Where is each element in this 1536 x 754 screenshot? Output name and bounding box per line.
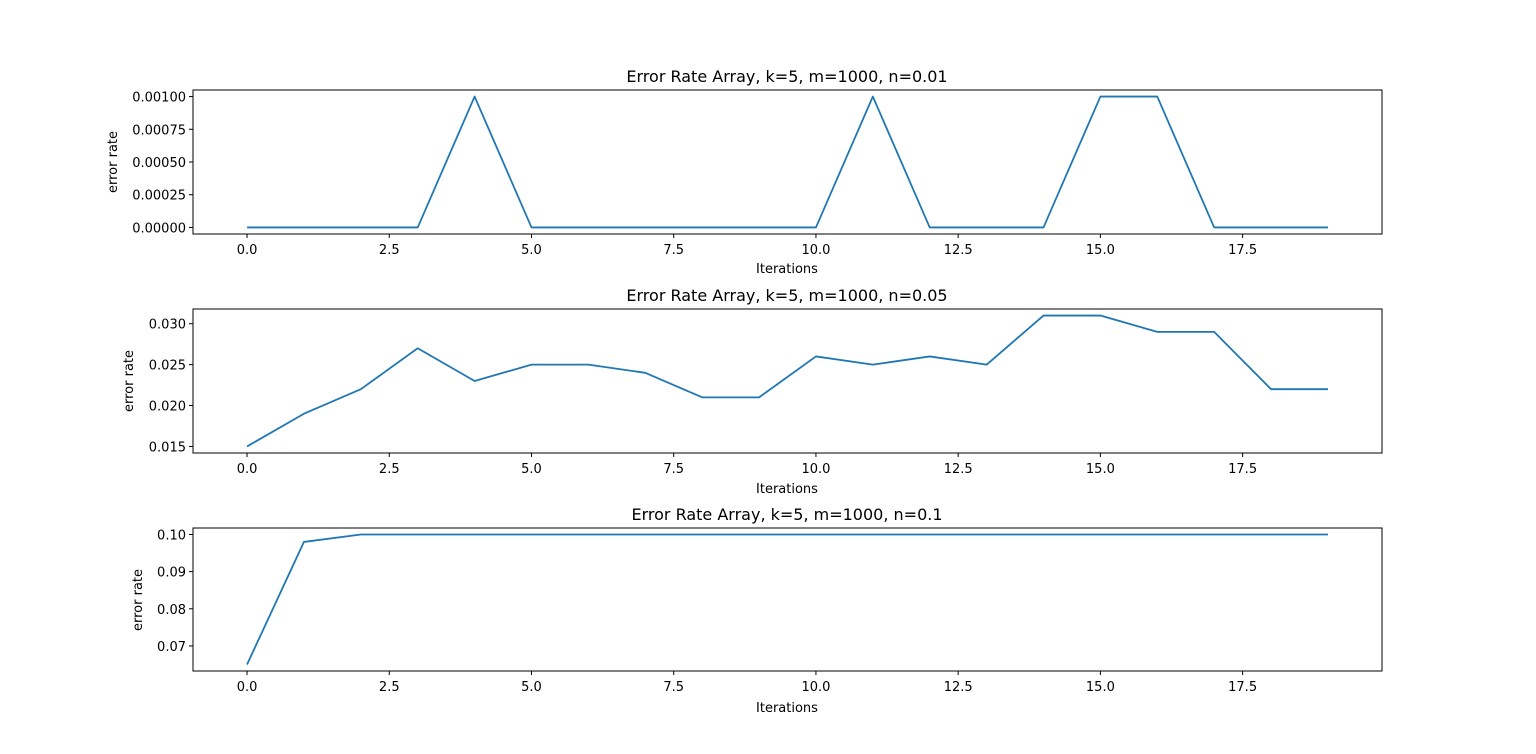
subplot-2-xtick-label-5: 12.5: [944, 462, 973, 477]
subplot-2-xtick-label-2: 5.0: [521, 462, 542, 477]
subplot-3: Error Rate Array, k=5, m=1000, n=0.1 0.0…: [131, 505, 1383, 716]
subplot-2-title: Error Rate Array, k=5, m=1000, n=0.05: [626, 286, 947, 305]
subplot-3-axes-frame: [192, 527, 1383, 672]
subplot-2: Error Rate Array, k=5, m=1000, n=0.05 0.…: [122, 286, 1383, 497]
subplot-1-xlabel: Iterations: [756, 262, 818, 277]
subplot-3-plot-area: 0.0 2.5 5.0 7.5 10.0 12.5 15.0 17.5 0.07 0.08 0.09…: [157, 527, 1383, 695]
subplot-3-ytick-label-3: 0.10: [157, 529, 186, 544]
subplot-1-ylabel: error rate: [106, 131, 121, 193]
subplot-1-xtick-label-0: 0.0: [237, 243, 258, 258]
subplot-2-xtick-label-1: 2.5: [379, 462, 400, 477]
subplot-3-series-line-1: [246, 533, 1328, 665]
subplot-2-xtick-label-3: 7.5: [663, 462, 684, 477]
subplot-1-xtick-label-6: 15.0: [1086, 243, 1115, 258]
subplot-3-xtick-label-0: 0.0: [237, 680, 258, 695]
subplot-1-xtick-label-3: 7.5: [663, 243, 684, 258]
subplot-3-xtick-label-6: 15.0: [1086, 680, 1115, 695]
subplot-1-ytick-label-4: 0.00100: [132, 91, 186, 106]
subplot-3-xlabel: Iterations: [756, 701, 818, 716]
subplot-1-ytick-label-1: 0.00025: [132, 189, 186, 204]
subplot-2-xtick-label-6: 15.0: [1086, 462, 1115, 477]
subplot-1-ytick-label-2: 0.00050: [132, 156, 186, 171]
subplot-3-ytick-label-2: 0.09: [157, 566, 186, 581]
subplot-2-axes-frame: [192, 308, 1383, 454]
subplot-2-ylabel: error rate: [122, 350, 137, 412]
subplot-2-xtick-label-7: 17.5: [1228, 462, 1257, 477]
subplot-2-ytick-label-0: 0.015: [149, 440, 186, 455]
subplot-2-xtick-label-4: 10.0: [801, 462, 830, 477]
subplot-3-title: Error Rate Array, k=5, m=1000, n=0.1: [631, 505, 942, 524]
subplot-1-xtick-label-4: 10.0: [801, 243, 830, 258]
subplot-1: Error Rate Array, k=5, m=1000, n=0.01 0.…: [106, 67, 1383, 277]
subplot-1-xtick-label-7: 17.5: [1228, 243, 1257, 258]
subplot-1-plot-area: 0.0 2.5 5.0 7.5 10.0 12.5 15.0 17.5 0.00000 0.000…: [132, 89, 1383, 258]
subplot-2-series-line-1: [246, 314, 1328, 448]
subplot-3-xtick-label-1: 2.5: [379, 680, 400, 695]
subplot-1-title: Error Rate Array, k=5, m=1000, n=0.01: [626, 67, 947, 86]
subplot-3-xtick-label-5: 12.5: [944, 680, 973, 695]
subplot-3-ylabel: error rate: [131, 569, 146, 631]
subplot-1-ytick-label-0: 0.00000: [132, 221, 186, 236]
subplot-2-xlabel: Iterations: [756, 482, 818, 497]
subplot-3-xtick-label-4: 10.0: [801, 680, 830, 695]
subplot-3-xtick-label-2: 5.0: [521, 680, 542, 695]
subplot-3-ytick-label-1: 0.08: [157, 603, 186, 618]
subplot-1-xtick-label-2: 5.0: [521, 243, 542, 258]
subplot-2-ytick-label-2: 0.025: [149, 359, 186, 374]
subplot-3-ytick-label-0: 0.07: [157, 640, 186, 655]
subplot-2-ytick-label-1: 0.020: [149, 400, 186, 415]
subplot-2-ytick-label-3: 0.030: [149, 318, 186, 333]
subplot-1-xtick-label-1: 2.5: [379, 243, 400, 258]
subplot-2-plot-area: 0.0 2.5 5.0 7.5 10.0 12.5 15.0 17.5 0.015 0.020 0.…: [149, 308, 1383, 477]
subplot-1-xtick-label-5: 12.5: [944, 243, 973, 258]
subplot-2-xtick-label-0: 0.0: [237, 462, 258, 477]
subplot-3-xtick-label-7: 17.5: [1228, 680, 1257, 695]
subplot-1-ytick-label-3: 0.00075: [132, 123, 186, 138]
subplot-1-series-line-1: [247, 95, 1328, 229]
subplot-3-xtick-label-3: 7.5: [663, 680, 684, 695]
